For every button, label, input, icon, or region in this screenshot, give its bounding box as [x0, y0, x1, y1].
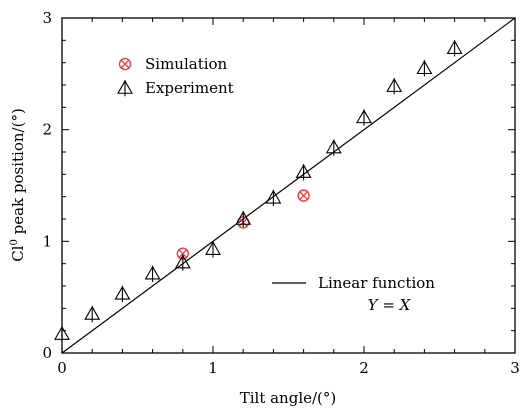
y-tick-label: 2 [42, 121, 52, 139]
y-axis-label-main: Cl [9, 245, 27, 261]
linear-function-line [61, 17, 516, 354]
experiment-point [84, 305, 101, 323]
axis-ticks [61, 17, 516, 354]
legend-simulation-symbol [118, 57, 132, 71]
experiment-point [356, 109, 372, 126]
y-tick-label: 0 [42, 344, 52, 362]
x-axis-label: Tilt angle/(°) [240, 389, 337, 407]
y-axis-label-rest: peak position/(°) [9, 108, 27, 239]
x-tick-label: 0 [57, 359, 67, 377]
legend-simulation-label: Simulation [145, 55, 228, 73]
experiment-point [144, 265, 161, 282]
annotation-line1: Linear function [318, 274, 435, 292]
experiment-point [265, 189, 282, 207]
plot-frame [61, 17, 516, 354]
y-axis-label-sup: 0 [9, 239, 20, 245]
legend: Simulation Experiment [117, 55, 234, 97]
simulation-point [297, 189, 310, 202]
linear-function-annotation: Linear function Y = X [272, 274, 435, 314]
legend-simulation-marker [118, 57, 132, 71]
y-tick-label: 1 [42, 232, 52, 250]
experiment-point [235, 210, 252, 228]
x-tick-label: 2 [359, 359, 369, 377]
legend-experiment-label: Experiment [145, 79, 234, 97]
experiment-point [446, 40, 463, 57]
experiment-point [205, 241, 221, 258]
experiment-point [174, 254, 191, 271]
experiment-point [416, 60, 433, 77]
experiment-point [114, 285, 131, 303]
annotation-line2: Y = X [368, 296, 412, 314]
data-points [54, 40, 463, 343]
experiment-point [325, 139, 342, 156]
experiment-point [54, 325, 70, 343]
tick-labels: 0 1 2 3 0 1 2 3 [42, 9, 519, 377]
legend-experiment-symbol [117, 79, 133, 97]
y-tick-label: 3 [42, 9, 52, 27]
legend-experiment-marker [117, 79, 133, 97]
x-tick-label: 1 [208, 359, 218, 377]
x-tick-label: 3 [510, 359, 520, 377]
experiment-point [386, 78, 403, 95]
y-axis-label: Cl0 peak position/(°) [9, 108, 27, 262]
experiment-point [295, 163, 312, 181]
